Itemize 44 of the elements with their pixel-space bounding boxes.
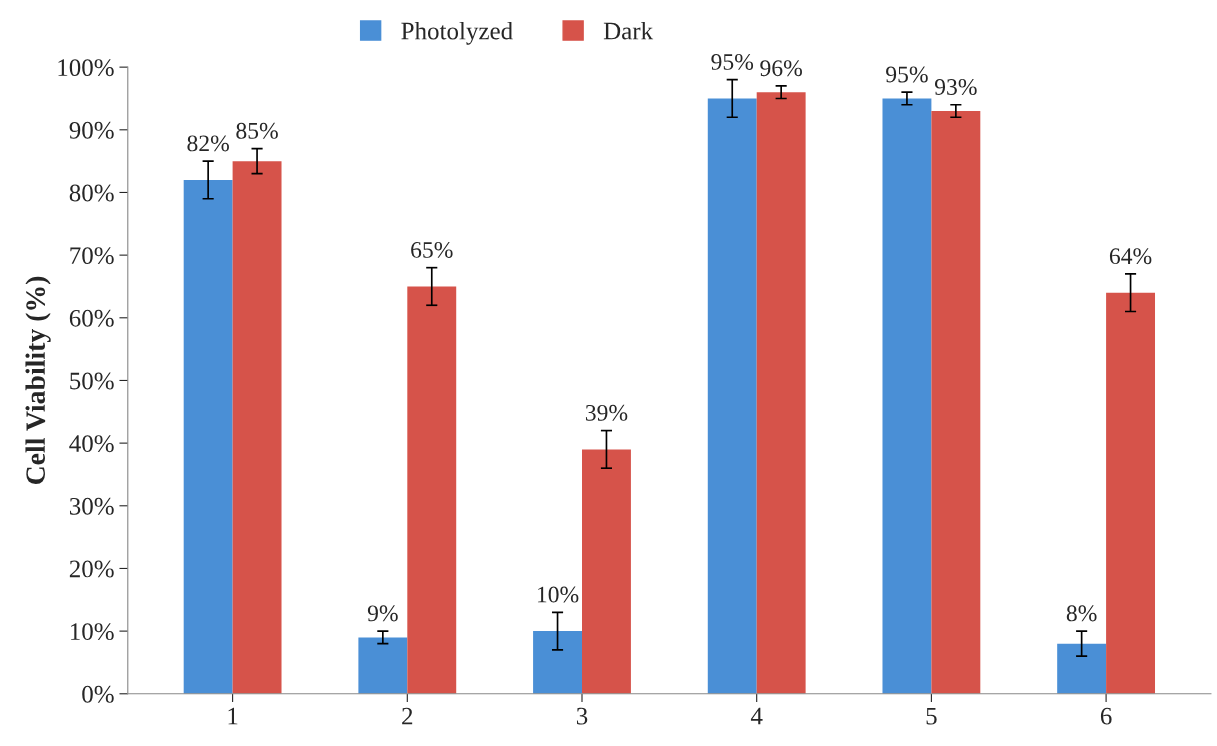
bar	[1057, 643, 1107, 694]
y-tick-label: 0%	[82, 685, 114, 703]
y-tick-label: 90%	[69, 121, 114, 139]
y-tick-label: 10%	[70, 623, 114, 641]
y-tick-label: 80%	[69, 184, 114, 202]
data-label: 9%	[367, 605, 398, 622]
data-label: 39%	[585, 404, 628, 421]
y-tick-label: 70%	[70, 247, 114, 265]
bar	[931, 111, 981, 694]
bar	[533, 631, 582, 694]
data-label: 85%	[236, 122, 278, 139]
bar	[882, 98, 932, 694]
data-label: 8%	[1066, 605, 1097, 622]
data-label: 95%	[886, 66, 928, 83]
bar	[756, 92, 806, 694]
y-tick-label: 50%	[70, 372, 114, 390]
bar	[707, 98, 757, 694]
y-tick-label: 100%	[58, 59, 114, 77]
x-tick-label: 6	[1100, 707, 1112, 725]
x-tick-label: 5	[926, 707, 937, 725]
bar	[183, 179, 233, 694]
y-tick-label: 60%	[69, 309, 114, 327]
bar	[407, 286, 457, 694]
x-tick-label: 2	[402, 707, 413, 725]
data-label: 82%	[187, 135, 229, 152]
x-tick-label: 4	[750, 707, 763, 725]
y-tick-label: 20%	[69, 560, 114, 578]
bar	[232, 161, 282, 694]
y-axis-title: Cell Viability (%)	[25, 276, 51, 485]
data-label: 93%	[934, 79, 977, 96]
x-tick-label: 3	[576, 707, 588, 725]
bar	[1106, 292, 1156, 694]
legend-label: Photolyzed	[401, 21, 513, 45]
data-label: 95%	[711, 53, 754, 70]
y-tick-label: 30%	[69, 497, 114, 515]
bar	[582, 449, 631, 694]
data-label: 10%	[537, 586, 579, 603]
y-tick-label: 40%	[69, 435, 114, 453]
bar	[358, 637, 408, 694]
legend-label: Dark	[603, 21, 654, 40]
x-tick-label: 1	[228, 707, 238, 725]
data-label: 65%	[411, 241, 453, 258]
data-label: 96%	[760, 60, 802, 77]
data-label: 64%	[1109, 248, 1152, 265]
